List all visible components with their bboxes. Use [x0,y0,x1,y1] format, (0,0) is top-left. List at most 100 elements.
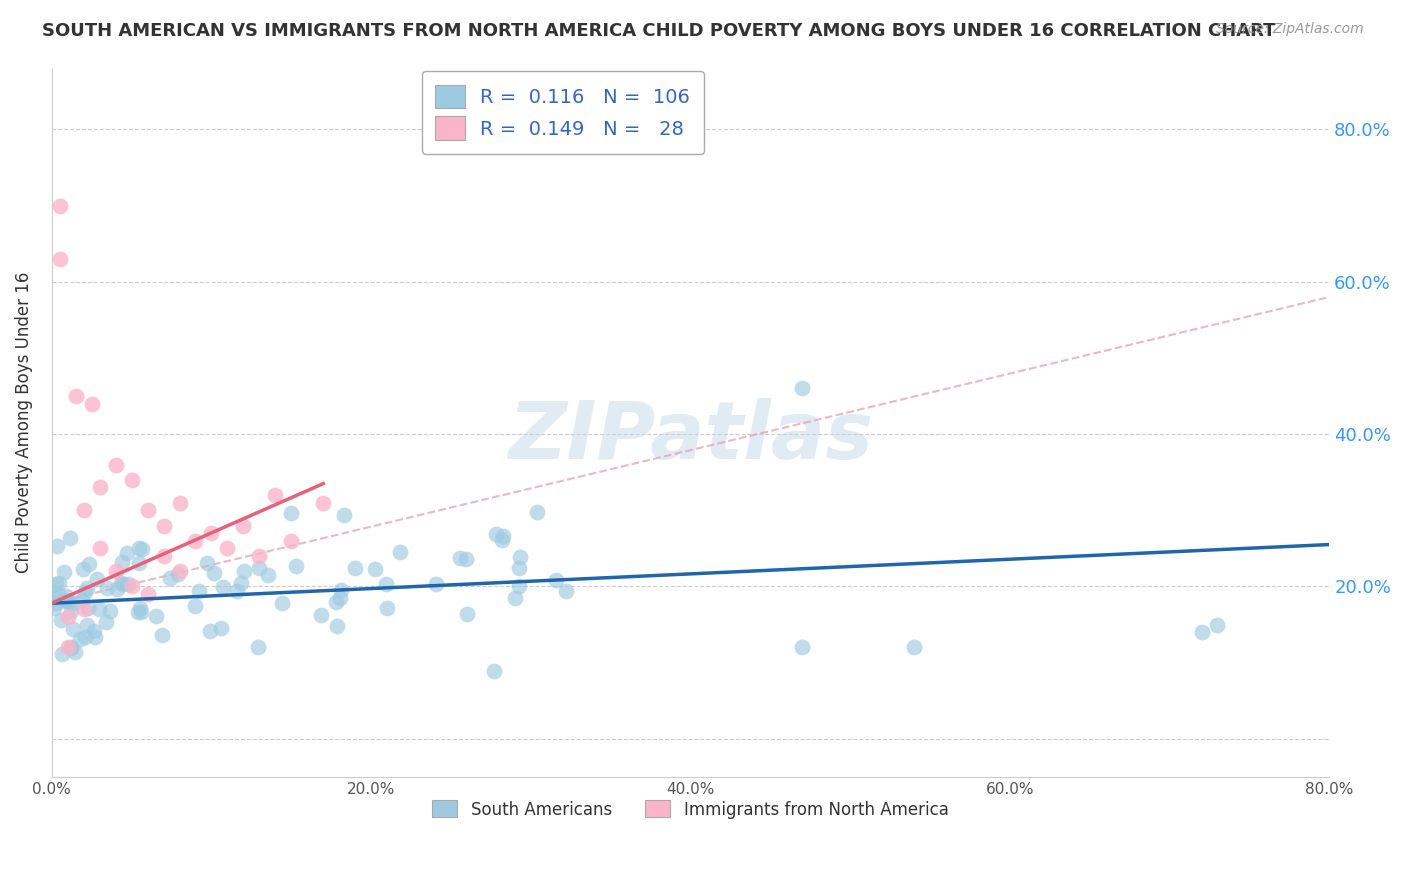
Point [110,575,132,590]
Point [425,576,447,591]
Point [792,381,814,395]
Point [509,550,531,565]
Point [98,604,121,618]
Point [79,558,101,572]
Point [131,542,153,557]
Point [89,541,111,556]
Point [200,526,222,541]
Point [312,496,335,510]
Point [169,496,191,510]
Point [46,539,69,553]
Point [544,573,567,587]
Text: Source: ZipAtlas.com: Source: ZipAtlas.com [1216,22,1364,37]
Point [111,555,134,569]
Point [73,630,96,644]
Point [325,595,347,609]
Point [80,397,103,411]
Point [62,597,84,611]
Point [51,647,73,661]
Point [209,621,232,635]
Point [56,594,79,608]
Point [375,577,398,591]
Point [105,582,128,596]
Point [330,583,353,598]
Point [377,601,399,615]
Point [285,558,308,573]
Point [94,615,117,629]
Point [217,541,239,556]
Point [246,640,269,654]
Point [56,594,79,608]
Point [212,580,235,594]
Text: SOUTH AMERICAN VS IMMIGRANTS FROM NORTH AMERICA CHILD POVERTY AMONG BOYS UNDER 1: SOUTH AMERICAN VS IMMIGRANTS FROM NORTH … [42,22,1275,40]
Point [152,549,174,563]
Point [48,199,70,213]
Point [508,561,530,575]
Point [449,550,471,565]
Point [1206,617,1229,632]
Point [270,596,292,610]
Point [84,631,107,645]
Point [503,591,526,605]
Point [792,640,814,655]
Point [247,549,270,563]
Point [332,508,354,522]
Point [44,591,66,605]
Point [48,576,70,591]
Point [46,587,69,601]
Point [60,604,83,618]
Point [45,577,67,591]
Point [150,627,173,641]
Point [56,610,79,624]
Point [198,624,221,639]
Point [73,585,96,599]
Text: ZIPatlas: ZIPatlas [508,398,873,475]
Point [70,592,93,607]
Point [526,505,548,519]
Point [55,589,77,603]
Point [309,607,332,622]
Point [492,529,515,543]
Point [73,503,96,517]
Point [72,562,94,576]
Point [152,518,174,533]
Point [232,518,254,533]
Point [202,566,225,580]
Point [136,587,159,601]
Point [233,564,256,578]
Point [508,579,530,593]
Point [63,645,86,659]
Point [280,506,302,520]
Point [485,527,508,541]
Point [49,613,72,627]
Point [56,640,79,655]
Point [62,622,84,636]
Point [73,602,96,616]
Point [128,556,150,570]
Point [229,575,252,590]
Point [247,560,270,574]
Point [59,640,82,654]
Point [183,599,205,613]
Point [128,541,150,555]
Point [188,583,211,598]
Point [104,564,127,578]
Point [55,594,77,608]
Point [364,562,387,576]
Point [59,531,82,545]
Point [96,581,118,595]
Point [280,533,302,548]
Point [53,565,76,579]
Point [159,570,181,584]
Point [127,606,149,620]
Point [388,544,411,558]
Point [491,533,513,547]
Point [456,607,478,621]
Point [121,473,143,487]
Point [45,596,67,610]
Point [89,480,111,494]
Point [115,546,138,560]
Point [76,618,98,632]
Point [131,606,153,620]
Point [329,591,352,606]
